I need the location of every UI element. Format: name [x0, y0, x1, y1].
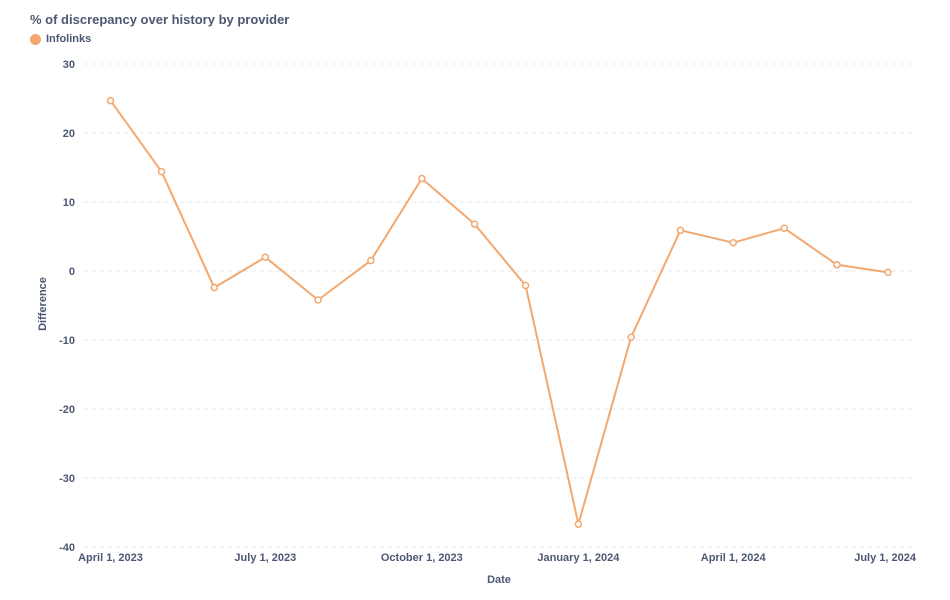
- y-tick-label: 20: [63, 128, 75, 140]
- data-point[interactable]: [261, 253, 270, 261]
- y-tick-label: 0: [69, 266, 75, 278]
- x-tick-label: April 1, 2024: [701, 552, 767, 564]
- x-tick-label: July 1, 2023: [234, 552, 296, 564]
- data-point[interactable]: [676, 226, 685, 235]
- y-tick-label: 10: [63, 197, 75, 209]
- y-tick-label: -10: [59, 335, 75, 347]
- data-point[interactable]: [884, 268, 892, 277]
- data-point[interactable]: [210, 283, 219, 292]
- legend-label-infolinks: Infolinks: [46, 33, 92, 45]
- data-point[interactable]: [521, 281, 530, 290]
- data-point[interactable]: [418, 174, 426, 183]
- data-point[interactable]: [157, 167, 166, 176]
- legend-marker-infolinks: [30, 33, 41, 45]
- data-point[interactable]: [367, 256, 375, 265]
- x-tick-label: July 1, 2024: [854, 552, 917, 564]
- gridlines: [84, 63, 916, 548]
- series-line-infolinks: [109, 100, 889, 526]
- y-tick-label: -40: [59, 542, 75, 554]
- chart-title: % of discrepancy over history by provide…: [30, 12, 290, 27]
- y-tick-label: -20: [59, 404, 75, 416]
- legend[interactable]: Infolinks: [30, 33, 91, 45]
- y-tick-label: 30: [63, 59, 75, 71]
- data-point[interactable]: [314, 296, 322, 304]
- data-point[interactable]: [729, 238, 737, 247]
- data-point[interactable]: [106, 96, 115, 105]
- y-axis-ticks: 30 20 10 0 -10 -20 -30 -40: [59, 59, 75, 554]
- data-point[interactable]: [627, 333, 635, 341]
- series-infolinks: [106, 96, 892, 528]
- data-point[interactable]: [574, 520, 583, 528]
- y-axis-label: Difference: [37, 277, 49, 331]
- x-tick-label: April 1, 2023: [78, 552, 143, 564]
- data-point[interactable]: [470, 220, 479, 228]
- y-tick-label: -30: [59, 473, 75, 485]
- data-point[interactable]: [833, 261, 841, 269]
- data-point[interactable]: [780, 224, 788, 232]
- x-tick-label: October 1, 2023: [381, 552, 463, 564]
- x-axis-label: Date: [487, 574, 511, 586]
- x-axis-ticks: April 1, 2023 July 1, 2023 October 1, 2023…: [78, 552, 917, 564]
- x-tick-label: January 1, 2024: [537, 552, 620, 564]
